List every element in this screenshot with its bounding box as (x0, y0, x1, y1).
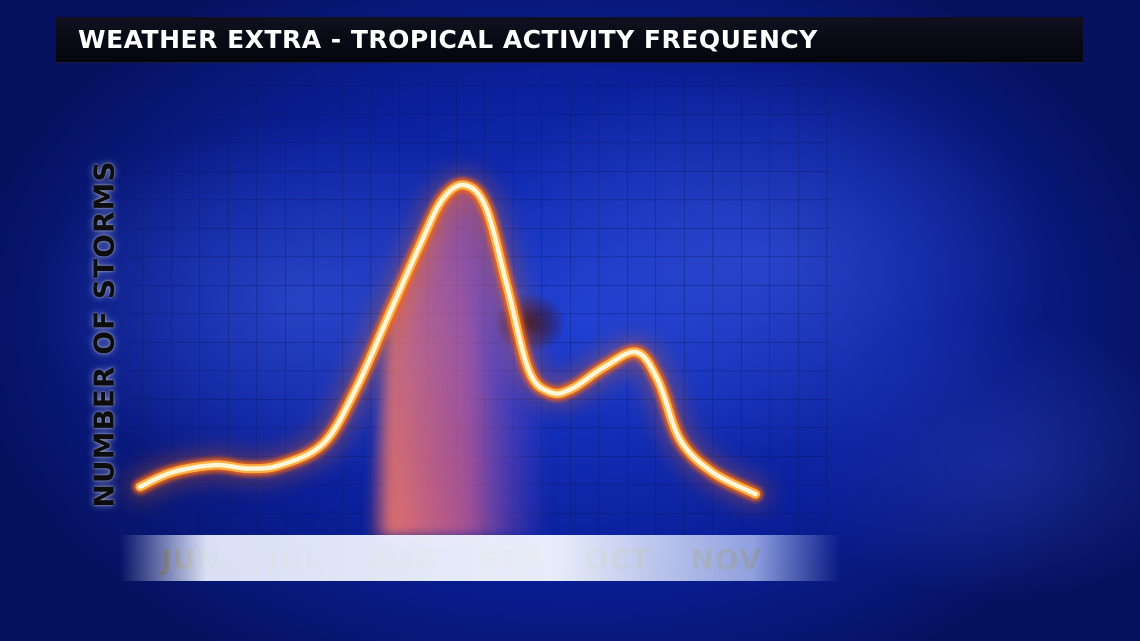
y-axis-label: NUMBER OF STORMS (87, 160, 121, 508)
chart-title: WEATHER EXTRA - TROPICAL ACTIVITY FREQUE… (78, 25, 818, 54)
series-line (137, 182, 758, 497)
x-axis-band (120, 535, 840, 581)
title-bar: WEATHER EXTRA - TROPICAL ACTIVITY FREQUE… (56, 17, 1083, 63)
